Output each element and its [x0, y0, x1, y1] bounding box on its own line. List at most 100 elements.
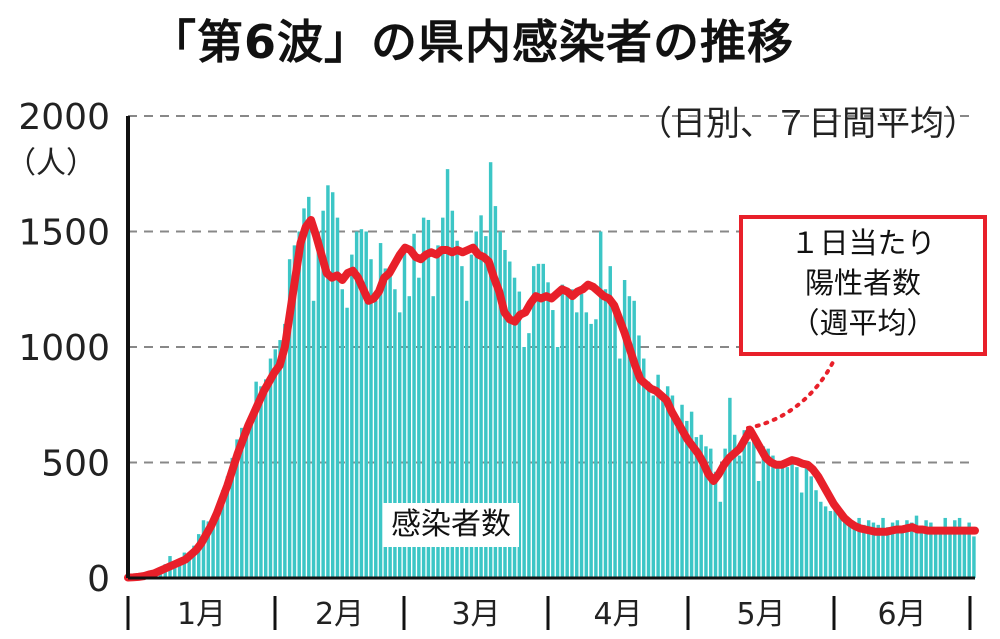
bar-series [130, 162, 976, 579]
bar [407, 296, 411, 578]
bar [555, 347, 560, 578]
bar [508, 261, 512, 578]
bar [713, 471, 718, 578]
axes [126, 116, 975, 630]
bar [445, 169, 450, 578]
bar [771, 455, 775, 578]
bar [637, 335, 641, 578]
bar [718, 501, 723, 578]
bar [426, 219, 431, 578]
bar [378, 243, 383, 579]
bar [972, 536, 976, 578]
y-tick-label-1500: 1500 [18, 213, 110, 254]
bar [460, 266, 464, 578]
bar [326, 185, 330, 579]
bar [268, 358, 273, 578]
bar [723, 448, 727, 578]
bar [761, 446, 766, 578]
bar [618, 358, 622, 578]
bar [938, 534, 943, 578]
bar [685, 420, 689, 578]
y-tick-label-0: 0 [87, 559, 110, 600]
bar [493, 206, 498, 578]
bar [244, 432, 249, 578]
bar [742, 430, 746, 578]
bar [747, 441, 751, 578]
bar [953, 520, 957, 578]
bar [182, 552, 187, 578]
bar [847, 520, 852, 578]
bar [393, 289, 397, 578]
bar [335, 217, 340, 578]
callout-leader-line [746, 356, 837, 430]
x-axis-tick-labels: 1月 2月 3月 4月 5月 6月 [177, 597, 927, 632]
bar [670, 395, 675, 578]
bar [905, 520, 909, 578]
bar-series-label: 感染者数 [383, 503, 519, 547]
bar [292, 245, 297, 579]
bar [220, 490, 225, 578]
bar [330, 192, 335, 579]
callout-line-1: １日当たり [790, 226, 936, 260]
bar [627, 296, 632, 578]
bar [254, 381, 258, 578]
bar [278, 340, 282, 578]
bar [780, 464, 785, 578]
bar [397, 312, 402, 578]
bar [311, 300, 316, 578]
bar [646, 381, 651, 578]
bar [388, 273, 392, 578]
bar [522, 347, 526, 578]
bar [579, 293, 584, 578]
bar [833, 504, 837, 578]
bar [732, 434, 737, 578]
x-tick-label-1: 1月 [177, 597, 226, 632]
bar [924, 520, 928, 578]
bar [570, 289, 574, 578]
bar [287, 259, 292, 578]
bar [206, 521, 211, 578]
x-tick-label-2: 2月 [315, 597, 364, 632]
bar [417, 277, 421, 578]
bar [488, 162, 493, 578]
bar [263, 379, 268, 578]
bar [608, 266, 612, 578]
bar [642, 358, 646, 578]
bar [900, 527, 904, 578]
bar [603, 289, 608, 578]
bar [957, 517, 962, 578]
x-tick-label-6: 6月 [877, 597, 926, 632]
bar [383, 268, 388, 578]
bar [814, 490, 818, 578]
bar [531, 266, 536, 578]
bar [364, 231, 368, 578]
y-axis-unit: （人） [6, 146, 96, 181]
bar [551, 310, 555, 578]
bar [632, 300, 636, 578]
bar [455, 240, 459, 579]
bar [498, 231, 502, 578]
bar [809, 476, 813, 578]
bar [211, 522, 215, 578]
bar [756, 480, 761, 578]
bar [431, 296, 435, 578]
bar [340, 289, 344, 578]
chart-title: 「第6波」の県内感染者の推移 [150, 15, 795, 69]
bar [589, 323, 593, 578]
bar [799, 492, 804, 578]
bar [661, 393, 665, 578]
bar [871, 522, 876, 578]
bar [785, 467, 790, 578]
bar [259, 386, 263, 578]
bar [680, 404, 684, 578]
bar [369, 259, 373, 578]
bar [886, 527, 890, 578]
bar [699, 434, 703, 578]
bar [230, 457, 234, 578]
bar [187, 557, 191, 578]
bar [828, 511, 833, 578]
bar [752, 439, 756, 578]
bar [479, 215, 483, 578]
bar [890, 522, 895, 578]
